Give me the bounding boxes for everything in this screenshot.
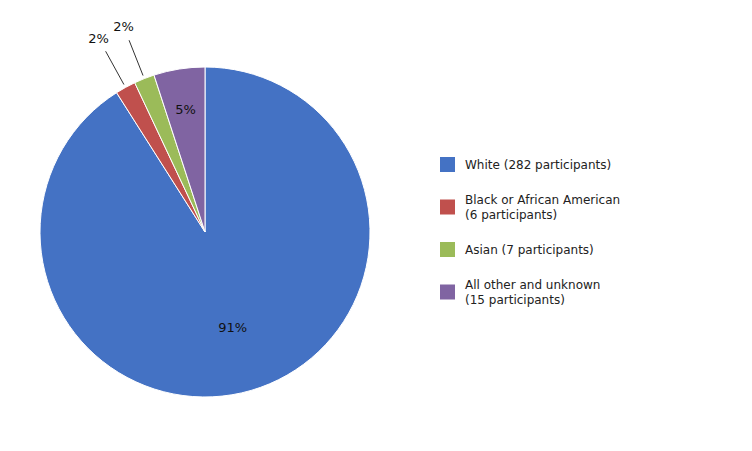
legend-label-line: White (282 participants)	[465, 158, 611, 172]
pie-slice	[40, 67, 370, 397]
data-label: 2%	[88, 31, 109, 46]
legend-label-line: (6 participants)	[465, 208, 557, 222]
background	[0, 0, 752, 451]
legend-label-line: Black or African American	[465, 193, 620, 207]
data-label: 91%	[218, 320, 247, 335]
chart: 91% 2% 2% 5% White (282 participants) Black o…	[0, 0, 752, 451]
legend-label: White (282 participants)	[465, 158, 611, 172]
legend: White (282 participants) Black or African…	[440, 157, 620, 307]
data-label: 2%	[113, 19, 134, 34]
pie-slice	[154, 67, 205, 232]
data-labels: 91% 2% 2% 5%	[88, 19, 247, 335]
legend-label: Black or African American(6 participants…	[465, 193, 620, 222]
legend-label: All other and unknown(15 participants)	[465, 278, 600, 307]
legend-swatch	[440, 157, 455, 172]
leader-line	[129, 40, 143, 75]
legend-label-line: Asian (7 participants)	[465, 243, 594, 257]
chart-container: 91% 2% 2% 5% White (282 participants) Black o…	[0, 0, 752, 451]
legend-swatch	[440, 200, 455, 215]
legend-label-line: (15 participants)	[465, 293, 565, 307]
legend-label-line: All other and unknown	[465, 278, 600, 292]
legend-swatch	[440, 242, 455, 257]
data-label: 5%	[175, 102, 196, 117]
legend-label: Asian (7 participants)	[465, 243, 594, 257]
legend-swatch	[440, 285, 455, 300]
leader-line	[106, 51, 124, 84]
slices	[40, 67, 370, 397]
